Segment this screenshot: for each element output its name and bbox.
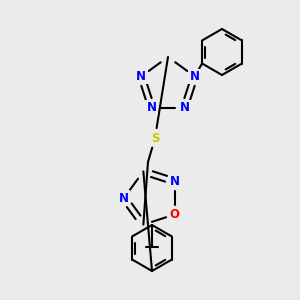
Text: N: N (190, 70, 200, 83)
Text: N: N (146, 101, 157, 114)
Text: N: N (179, 101, 190, 114)
Text: N: N (136, 70, 146, 83)
Text: O: O (170, 208, 180, 221)
Text: N: N (119, 191, 129, 205)
Text: S: S (151, 131, 159, 145)
Text: N: N (170, 175, 180, 188)
